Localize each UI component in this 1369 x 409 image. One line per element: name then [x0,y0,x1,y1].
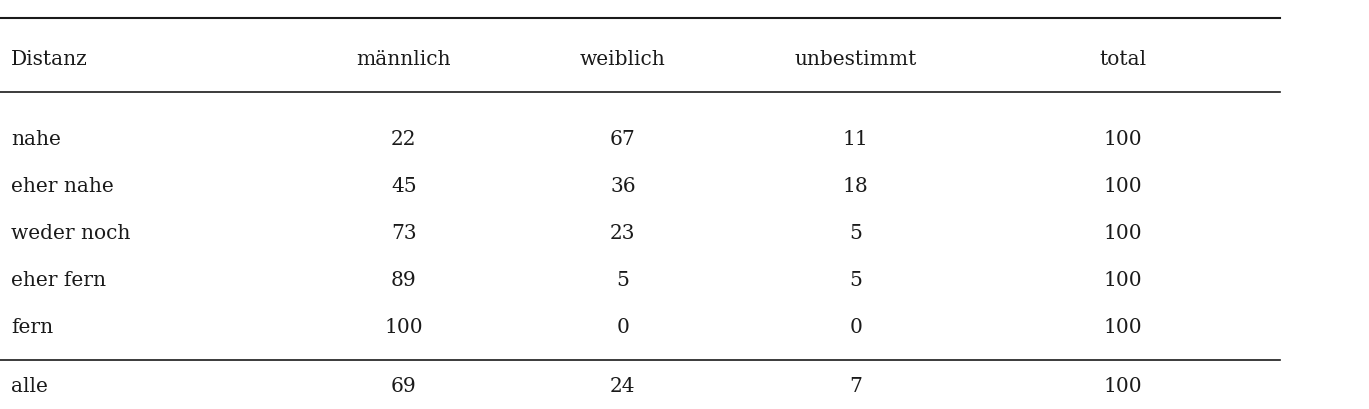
Text: eher fern: eher fern [11,271,105,290]
Text: 100: 100 [385,318,423,337]
Text: 69: 69 [392,377,416,396]
Text: 100: 100 [1103,130,1142,148]
Text: 45: 45 [392,177,416,196]
Text: 7: 7 [849,377,862,396]
Text: nahe: nahe [11,130,60,148]
Text: 100: 100 [1103,271,1142,290]
Text: 23: 23 [611,224,635,243]
Text: fern: fern [11,318,53,337]
Text: weiblich: weiblich [580,50,665,69]
Text: 11: 11 [843,130,868,148]
Text: 100: 100 [1103,318,1142,337]
Text: Distanz: Distanz [11,50,88,69]
Text: männlich: männlich [356,50,452,69]
Text: 5: 5 [849,224,862,243]
Text: 89: 89 [392,271,416,290]
Text: 67: 67 [611,130,635,148]
Text: 5: 5 [616,271,630,290]
Text: 5: 5 [849,271,862,290]
Text: 24: 24 [611,377,635,396]
Text: unbestimmt: unbestimmt [794,50,917,69]
Text: 73: 73 [392,224,416,243]
Text: 100: 100 [1103,377,1142,396]
Text: eher nahe: eher nahe [11,177,114,196]
Text: alle: alle [11,377,48,396]
Text: 18: 18 [843,177,868,196]
Text: 0: 0 [616,318,630,337]
Text: weder noch: weder noch [11,224,130,243]
Text: 22: 22 [392,130,416,148]
Text: 100: 100 [1103,224,1142,243]
Text: 36: 36 [611,177,635,196]
Text: 0: 0 [849,318,862,337]
Text: total: total [1099,50,1146,69]
Text: 100: 100 [1103,177,1142,196]
